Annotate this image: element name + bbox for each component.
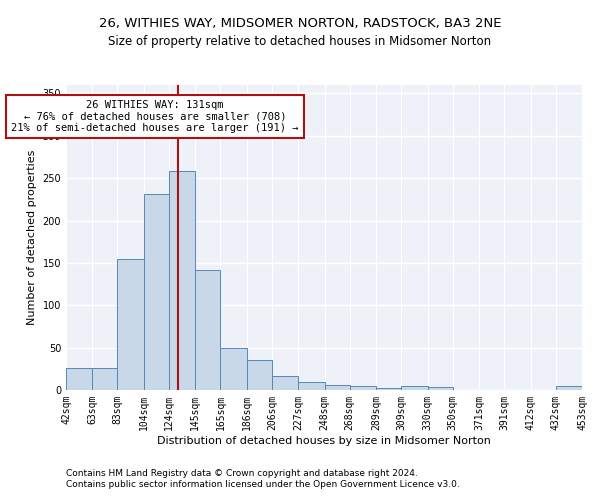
Y-axis label: Number of detached properties: Number of detached properties <box>27 150 37 325</box>
Bar <box>298 382 325 390</box>
Text: Contains public sector information licensed under the Open Government Licence v3: Contains public sector information licen… <box>66 480 460 489</box>
Bar <box>169 172 196 390</box>
Bar <box>350 386 376 390</box>
Bar <box>556 386 582 390</box>
Bar <box>428 388 452 390</box>
Bar <box>247 360 272 390</box>
Bar <box>272 376 298 390</box>
Bar <box>196 270 220 390</box>
Bar <box>376 388 401 390</box>
Text: 26, WITHIES WAY, MIDSOMER NORTON, RADSTOCK, BA3 2NE: 26, WITHIES WAY, MIDSOMER NORTON, RADSTO… <box>99 18 501 30</box>
Bar <box>118 258 144 390</box>
Bar <box>66 368 92 390</box>
Bar <box>220 348 247 390</box>
Text: 26 WITHIES WAY: 131sqm
← 76% of detached houses are smaller (708)
21% of semi-de: 26 WITHIES WAY: 131sqm ← 76% of detached… <box>11 100 299 133</box>
Bar <box>92 368 118 390</box>
Bar <box>144 194 169 390</box>
Text: Contains HM Land Registry data © Crown copyright and database right 2024.: Contains HM Land Registry data © Crown c… <box>66 468 418 477</box>
Bar <box>325 385 350 390</box>
Text: Size of property relative to detached houses in Midsomer Norton: Size of property relative to detached ho… <box>109 35 491 48</box>
X-axis label: Distribution of detached houses by size in Midsomer Norton: Distribution of detached houses by size … <box>157 436 491 446</box>
Bar <box>401 386 428 390</box>
